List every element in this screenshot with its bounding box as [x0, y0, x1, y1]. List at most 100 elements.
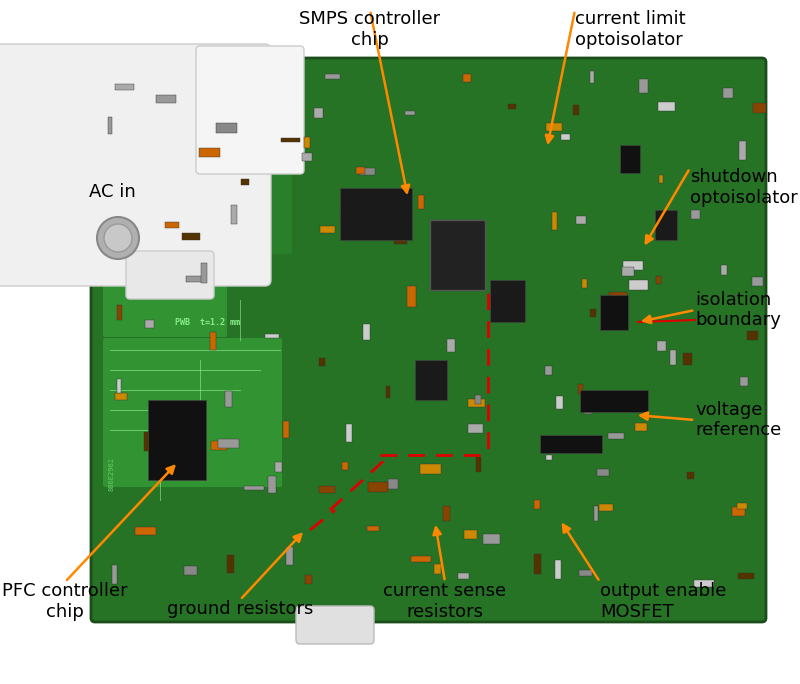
Text: current sense
resistors: current sense resistors — [383, 582, 506, 621]
Bar — [490, 280, 525, 322]
Bar — [145, 320, 154, 328]
Bar — [561, 134, 570, 140]
Bar — [657, 341, 666, 352]
Bar — [304, 137, 310, 148]
Bar — [594, 506, 598, 521]
Bar — [545, 365, 552, 376]
Bar — [210, 332, 216, 350]
Bar — [534, 500, 540, 509]
Text: isolation
boundary: isolation boundary — [695, 291, 781, 330]
Bar — [115, 84, 134, 90]
Bar — [314, 108, 323, 118]
Ellipse shape — [97, 217, 139, 259]
Bar — [386, 386, 390, 398]
Bar — [458, 573, 469, 579]
Bar — [231, 205, 238, 224]
FancyBboxPatch shape — [296, 606, 374, 644]
Bar — [721, 265, 727, 275]
Bar — [400, 188, 407, 198]
Text: PFC controller
chip: PFC controller chip — [2, 582, 128, 621]
Bar — [286, 547, 294, 564]
Bar — [623, 261, 642, 270]
Text: output enable
MOSFET: output enable MOSFET — [600, 582, 726, 621]
Bar — [687, 472, 694, 479]
Bar — [302, 153, 312, 161]
Bar — [584, 409, 593, 414]
Bar — [508, 104, 516, 109]
Bar — [266, 334, 279, 339]
Bar — [318, 358, 325, 366]
Bar — [226, 555, 234, 573]
Bar — [546, 456, 552, 460]
Bar — [475, 395, 481, 404]
Bar — [597, 469, 609, 476]
Bar — [199, 148, 220, 157]
Bar — [394, 239, 407, 244]
Bar — [244, 486, 264, 490]
Bar — [388, 479, 398, 488]
Bar — [165, 222, 179, 228]
Bar — [406, 285, 417, 307]
Bar — [112, 564, 117, 584]
Bar — [184, 566, 197, 575]
Bar — [216, 123, 237, 133]
Bar — [405, 111, 414, 115]
Bar — [115, 393, 127, 400]
Bar — [656, 276, 661, 284]
Bar — [670, 350, 676, 365]
Text: ground resistors: ground resistors — [167, 600, 313, 618]
Text: PWB  t=1.2 mm: PWB t=1.2 mm — [175, 318, 240, 327]
Text: 886E2962: 886E2962 — [108, 457, 114, 491]
Bar — [546, 124, 562, 131]
Bar — [356, 168, 365, 174]
Text: voltage
reference: voltage reference — [695, 401, 782, 439]
Bar — [469, 424, 483, 433]
Bar — [682, 352, 692, 365]
Bar — [144, 432, 151, 451]
Bar — [108, 117, 112, 134]
Bar — [182, 233, 200, 241]
Bar — [268, 476, 276, 493]
Bar — [658, 103, 675, 111]
Text: current limit
optoisolator: current limit optoisolator — [575, 10, 686, 49]
Bar — [576, 216, 586, 224]
FancyBboxPatch shape — [126, 251, 214, 299]
Bar — [534, 554, 542, 574]
Bar — [599, 504, 613, 511]
Bar — [438, 259, 456, 269]
Bar — [552, 212, 557, 231]
Bar — [241, 179, 250, 185]
Bar — [600, 295, 628, 330]
Bar — [420, 464, 442, 473]
Bar — [740, 377, 748, 386]
Bar — [578, 384, 583, 394]
Bar — [274, 462, 282, 472]
Text: SMPS controller
chip: SMPS controller chip — [299, 10, 441, 49]
Bar — [694, 580, 714, 587]
Bar — [340, 209, 348, 217]
Bar — [418, 195, 424, 209]
Bar — [477, 457, 481, 472]
Bar — [638, 79, 649, 93]
Bar — [446, 339, 454, 352]
Bar — [590, 71, 594, 83]
Bar — [186, 276, 204, 282]
Bar — [573, 105, 579, 115]
Bar — [590, 309, 596, 317]
Bar — [483, 534, 500, 544]
Bar — [622, 267, 634, 276]
Bar — [691, 210, 700, 219]
Bar — [135, 527, 156, 535]
Bar — [630, 280, 649, 289]
Bar — [609, 292, 627, 298]
Bar — [579, 570, 592, 576]
Bar — [430, 220, 485, 290]
FancyBboxPatch shape — [91, 58, 766, 622]
FancyBboxPatch shape — [103, 263, 227, 337]
Bar — [368, 222, 376, 231]
Ellipse shape — [104, 224, 132, 252]
Bar — [555, 560, 561, 579]
Bar — [434, 564, 441, 574]
FancyBboxPatch shape — [0, 44, 271, 286]
Bar — [283, 421, 289, 438]
